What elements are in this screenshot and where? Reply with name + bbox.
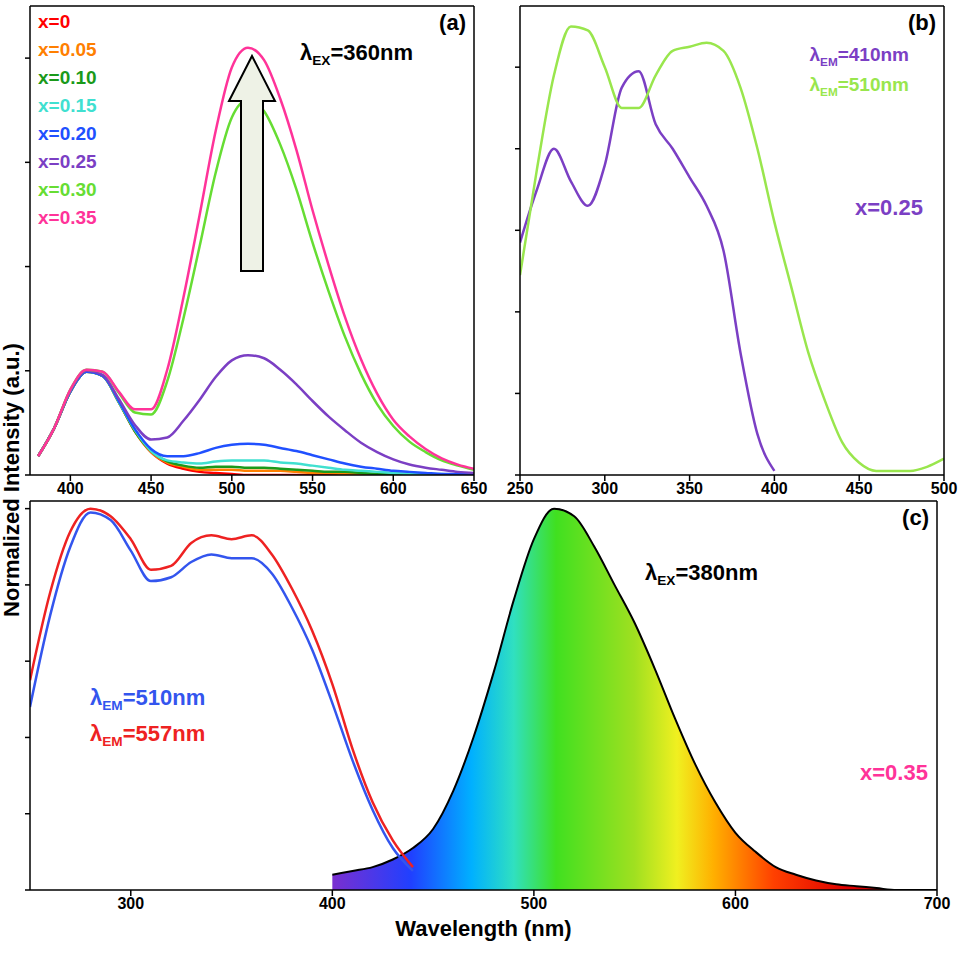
html-text:(c): (c): [902, 505, 929, 530]
html-text:x=0.10: x=0.10: [38, 67, 97, 88]
html-text:x=0.30: x=0.30: [38, 179, 97, 200]
html-text:x=0.35: x=0.35: [38, 207, 97, 228]
svg-text:250: 250: [507, 480, 534, 497]
svg-text:300: 300: [117, 895, 144, 912]
svg-text:400: 400: [761, 480, 788, 497]
html-text:x=0.25: x=0.25: [38, 151, 97, 172]
html-text:(a): (a): [439, 10, 466, 35]
html-text:λEX=380nm: λEX=380nm: [645, 560, 758, 589]
html-text:x=0.05: x=0.05: [38, 39, 97, 60]
html-text:x=0.25: x=0.25: [855, 195, 923, 220]
html-text:λEX=360nm: λEX=360nm: [300, 40, 413, 69]
svg-text:300: 300: [591, 480, 618, 497]
html-text:λEM=410nm: λEM=410nm: [809, 44, 909, 68]
svg-text:450: 450: [138, 480, 165, 497]
html-text:x=0: x=0: [38, 11, 71, 32]
svg-text:600: 600: [722, 895, 749, 912]
html-text:λEM=510nm: λEM=510nm: [809, 74, 909, 98]
html-text:Normalized Intensity (a.u.): Normalized Intensity (a.u.): [0, 343, 24, 617]
html-text:λEM=510nm: λEM=510nm: [90, 684, 206, 713]
html-text:x=0.35: x=0.35: [860, 760, 928, 785]
html-text:x=0.15: x=0.15: [38, 95, 97, 116]
html-text:x=0.20: x=0.20: [38, 123, 97, 144]
svg-text:350: 350: [676, 480, 703, 497]
svg-text:550: 550: [299, 480, 326, 497]
svg-text:650: 650: [461, 480, 488, 497]
svg-text:400: 400: [319, 895, 346, 912]
html-text:(b): (b): [907, 10, 936, 35]
html-text:λEM=557nm: λEM=557nm: [90, 720, 206, 749]
svg-text:450: 450: [846, 480, 873, 497]
svg-text:500: 500: [218, 480, 245, 497]
svg-text:500: 500: [931, 480, 955, 497]
svg-text:600: 600: [380, 480, 407, 497]
svg-text:700: 700: [924, 895, 951, 912]
svg-text:400: 400: [57, 480, 84, 497]
svg-text:500: 500: [521, 895, 548, 912]
html-text:Wavelength (nm): Wavelength (nm): [395, 916, 572, 941]
